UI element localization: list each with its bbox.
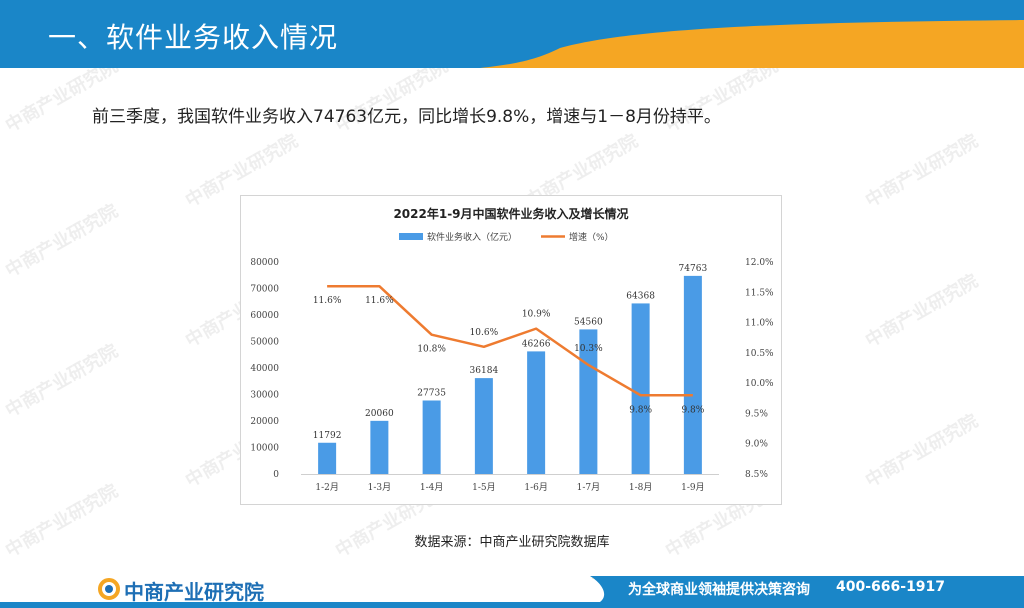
bar-data-label: 74763: [679, 264, 708, 274]
logo-icon: [98, 578, 120, 600]
line-data-label: 9.8%: [629, 405, 652, 415]
watermark-text: 中商产业研究院: [0, 197, 122, 283]
y-right-tick-label: 8.5%: [745, 470, 768, 480]
legend-label-line: 增速（%）: [569, 231, 614, 243]
y-right-tick-label: 12.0%: [745, 258, 774, 268]
y-left-tick-label: 20000: [250, 417, 279, 427]
y-left-tick-label: 70000: [250, 285, 279, 295]
line-data-label: 10.9%: [522, 310, 551, 320]
line-data-label: 10.6%: [470, 328, 499, 338]
line-data-label: 10.3%: [574, 344, 603, 354]
x-tick-label: 1-3月: [368, 482, 392, 493]
bar-data-label: 64368: [626, 291, 655, 301]
bar: [632, 303, 650, 474]
watermark-text: 中商产业研究院: [860, 407, 982, 493]
y-right-tick-label: 9.5%: [745, 409, 768, 419]
bar-data-label: 11792: [313, 431, 342, 441]
line-data-label: 9.8%: [681, 405, 704, 415]
footer-logo-text: 中商产业研究院: [124, 576, 264, 605]
bar-data-label: 20060: [365, 409, 394, 419]
bar: [475, 378, 493, 474]
watermark-text: 中商产业研究院: [0, 337, 122, 423]
bar: [527, 351, 545, 474]
y-left-tick-label: 10000: [250, 444, 279, 454]
bar-data-label: 27735: [417, 389, 446, 399]
legend-label-bar: 软件业务收入（亿元）: [427, 231, 517, 243]
x-tick-label: 1-5月: [472, 482, 496, 493]
y-left-tick-label: 80000: [250, 258, 279, 268]
bar: [423, 401, 441, 474]
footer-phone: 400-666-1917: [836, 579, 945, 595]
y-right-tick-label: 11.0%: [745, 319, 774, 329]
data-source: 数据来源：中商产业研究院数据库: [0, 531, 1024, 550]
y-right-tick-label: 10.0%: [745, 379, 774, 389]
line-data-label: 10.8%: [417, 345, 446, 355]
bar-data-label: 46266: [522, 339, 551, 349]
header-banner: 一、软件业务收入情况: [0, 0, 1024, 68]
bar-data-label: 54560: [574, 317, 603, 327]
x-tick-label: 1-2月: [315, 482, 339, 493]
line-data-label: 11.6%: [313, 296, 342, 306]
intro-text: 前三季度，我国软件业务收入74763亿元，同比增长9.8%，增速与1－8月份持平…: [92, 102, 721, 127]
line-data-label: 11.6%: [365, 296, 394, 306]
y-left-tick-label: 60000: [250, 311, 279, 321]
y-left-tick-label: 50000: [250, 338, 279, 348]
bar: [684, 276, 702, 474]
y-right-tick-label: 11.5%: [745, 288, 774, 298]
watermark-text: 中商产业研究院: [860, 267, 982, 353]
footer-slogan: 为全球商业领袖提供决策咨询: [628, 579, 810, 599]
x-tick-label: 1-9月: [681, 482, 705, 493]
y-left-tick-label: 30000: [250, 391, 279, 401]
x-tick-label: 1-7月: [577, 482, 601, 493]
x-tick-label: 1-4月: [420, 482, 444, 493]
x-tick-label: 1-6月: [524, 482, 548, 493]
y-left-tick-label: 40000: [250, 364, 279, 374]
y-right-tick-label: 9.0%: [745, 440, 768, 450]
bar: [370, 421, 388, 474]
chart-container: 2022年1-9月中国软件业务收入及增长情况软件业务收入（亿元） 增速（%） 0 10…: [240, 195, 782, 505]
bar-data-label: 36184: [470, 366, 499, 376]
page-title: 一、软件业务收入情况: [48, 16, 338, 56]
bar: [318, 443, 336, 474]
watermark-text: 中商产业研究院: [860, 127, 982, 213]
x-tick-label: 1-8月: [629, 482, 653, 493]
chart-title: 2022年1-9月中国软件业务收入及增长情况: [393, 206, 628, 221]
y-left-tick-label: 0: [273, 470, 279, 480]
legend-swatch-bar: [399, 233, 423, 240]
y-right-tick-label: 10.5%: [745, 349, 774, 359]
